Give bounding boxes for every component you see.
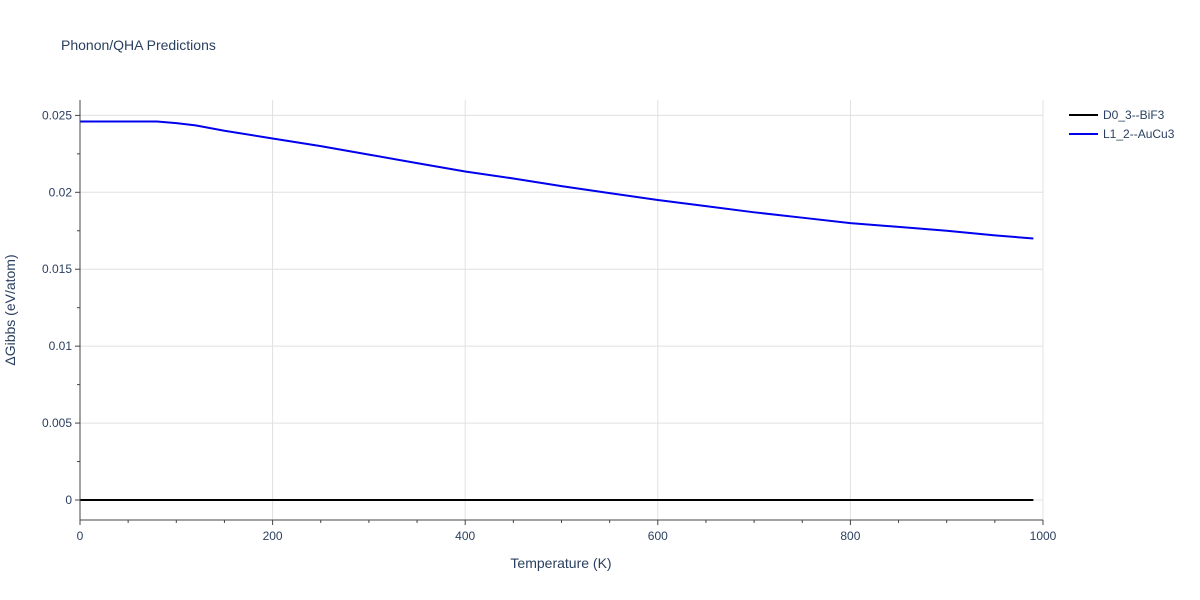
- y-axis-title: ΔGibbs (eV/atom): [2, 254, 18, 365]
- x-tick-label: 800: [840, 529, 860, 543]
- grid: [80, 100, 1044, 520]
- y-tick-label: 0.005: [42, 416, 72, 430]
- x-axis-title: Temperature (K): [510, 555, 611, 571]
- chart-title: Phonon/QHA Predictions: [61, 37, 216, 53]
- plot-area[interactable]: [80, 120, 1034, 501]
- legend-label[interactable]: L1_2--AuCu3: [1103, 127, 1175, 141]
- y-tick-label: 0.02: [49, 185, 73, 199]
- series-line-1[interactable]: [80, 120, 1034, 240]
- y-tick-label: 0: [65, 493, 72, 507]
- axes: 0 200 400 600 800 1000 0 0.005 0.01 0.015 0.02 0.02…: [42, 100, 1057, 543]
- x-tick-label: 600: [648, 529, 668, 543]
- y-tick-label: 0.025: [42, 108, 72, 122]
- x-tick-label: 1000: [1030, 529, 1057, 543]
- y-tick-label: 0.01: [49, 339, 73, 353]
- legend-label[interactable]: D0_3--BiF3: [1103, 108, 1165, 122]
- x-tick-label: 200: [263, 529, 283, 543]
- y-tick-label: 0.015: [42, 262, 72, 276]
- x-tick-label: 0: [77, 529, 84, 543]
- x-tick-label: 400: [455, 529, 475, 543]
- legend[interactable]: D0_3--BiF3 L1_2--AuCu3: [1069, 108, 1175, 141]
